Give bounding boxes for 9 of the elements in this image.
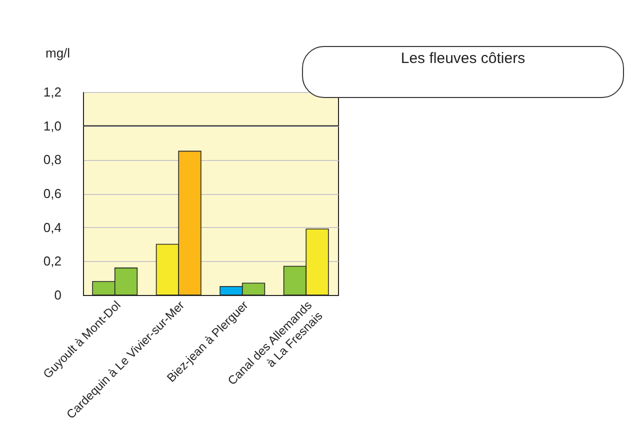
y-tick-label: 0: [54, 288, 62, 302]
y-tick-label: 0,2: [43, 254, 62, 269]
y-tick-label: 0,8: [43, 152, 62, 168]
y-tick-label: 0,6: [43, 186, 62, 201]
y-axis-title: mg/l: [46, 46, 70, 60]
y-tick-label: 1,2: [43, 84, 62, 100]
y-tick-label: 0,4: [43, 220, 62, 235]
text: Les fleuves côtiers: [400, 50, 526, 67]
y-tick-label: 1,0: [43, 118, 62, 134]
